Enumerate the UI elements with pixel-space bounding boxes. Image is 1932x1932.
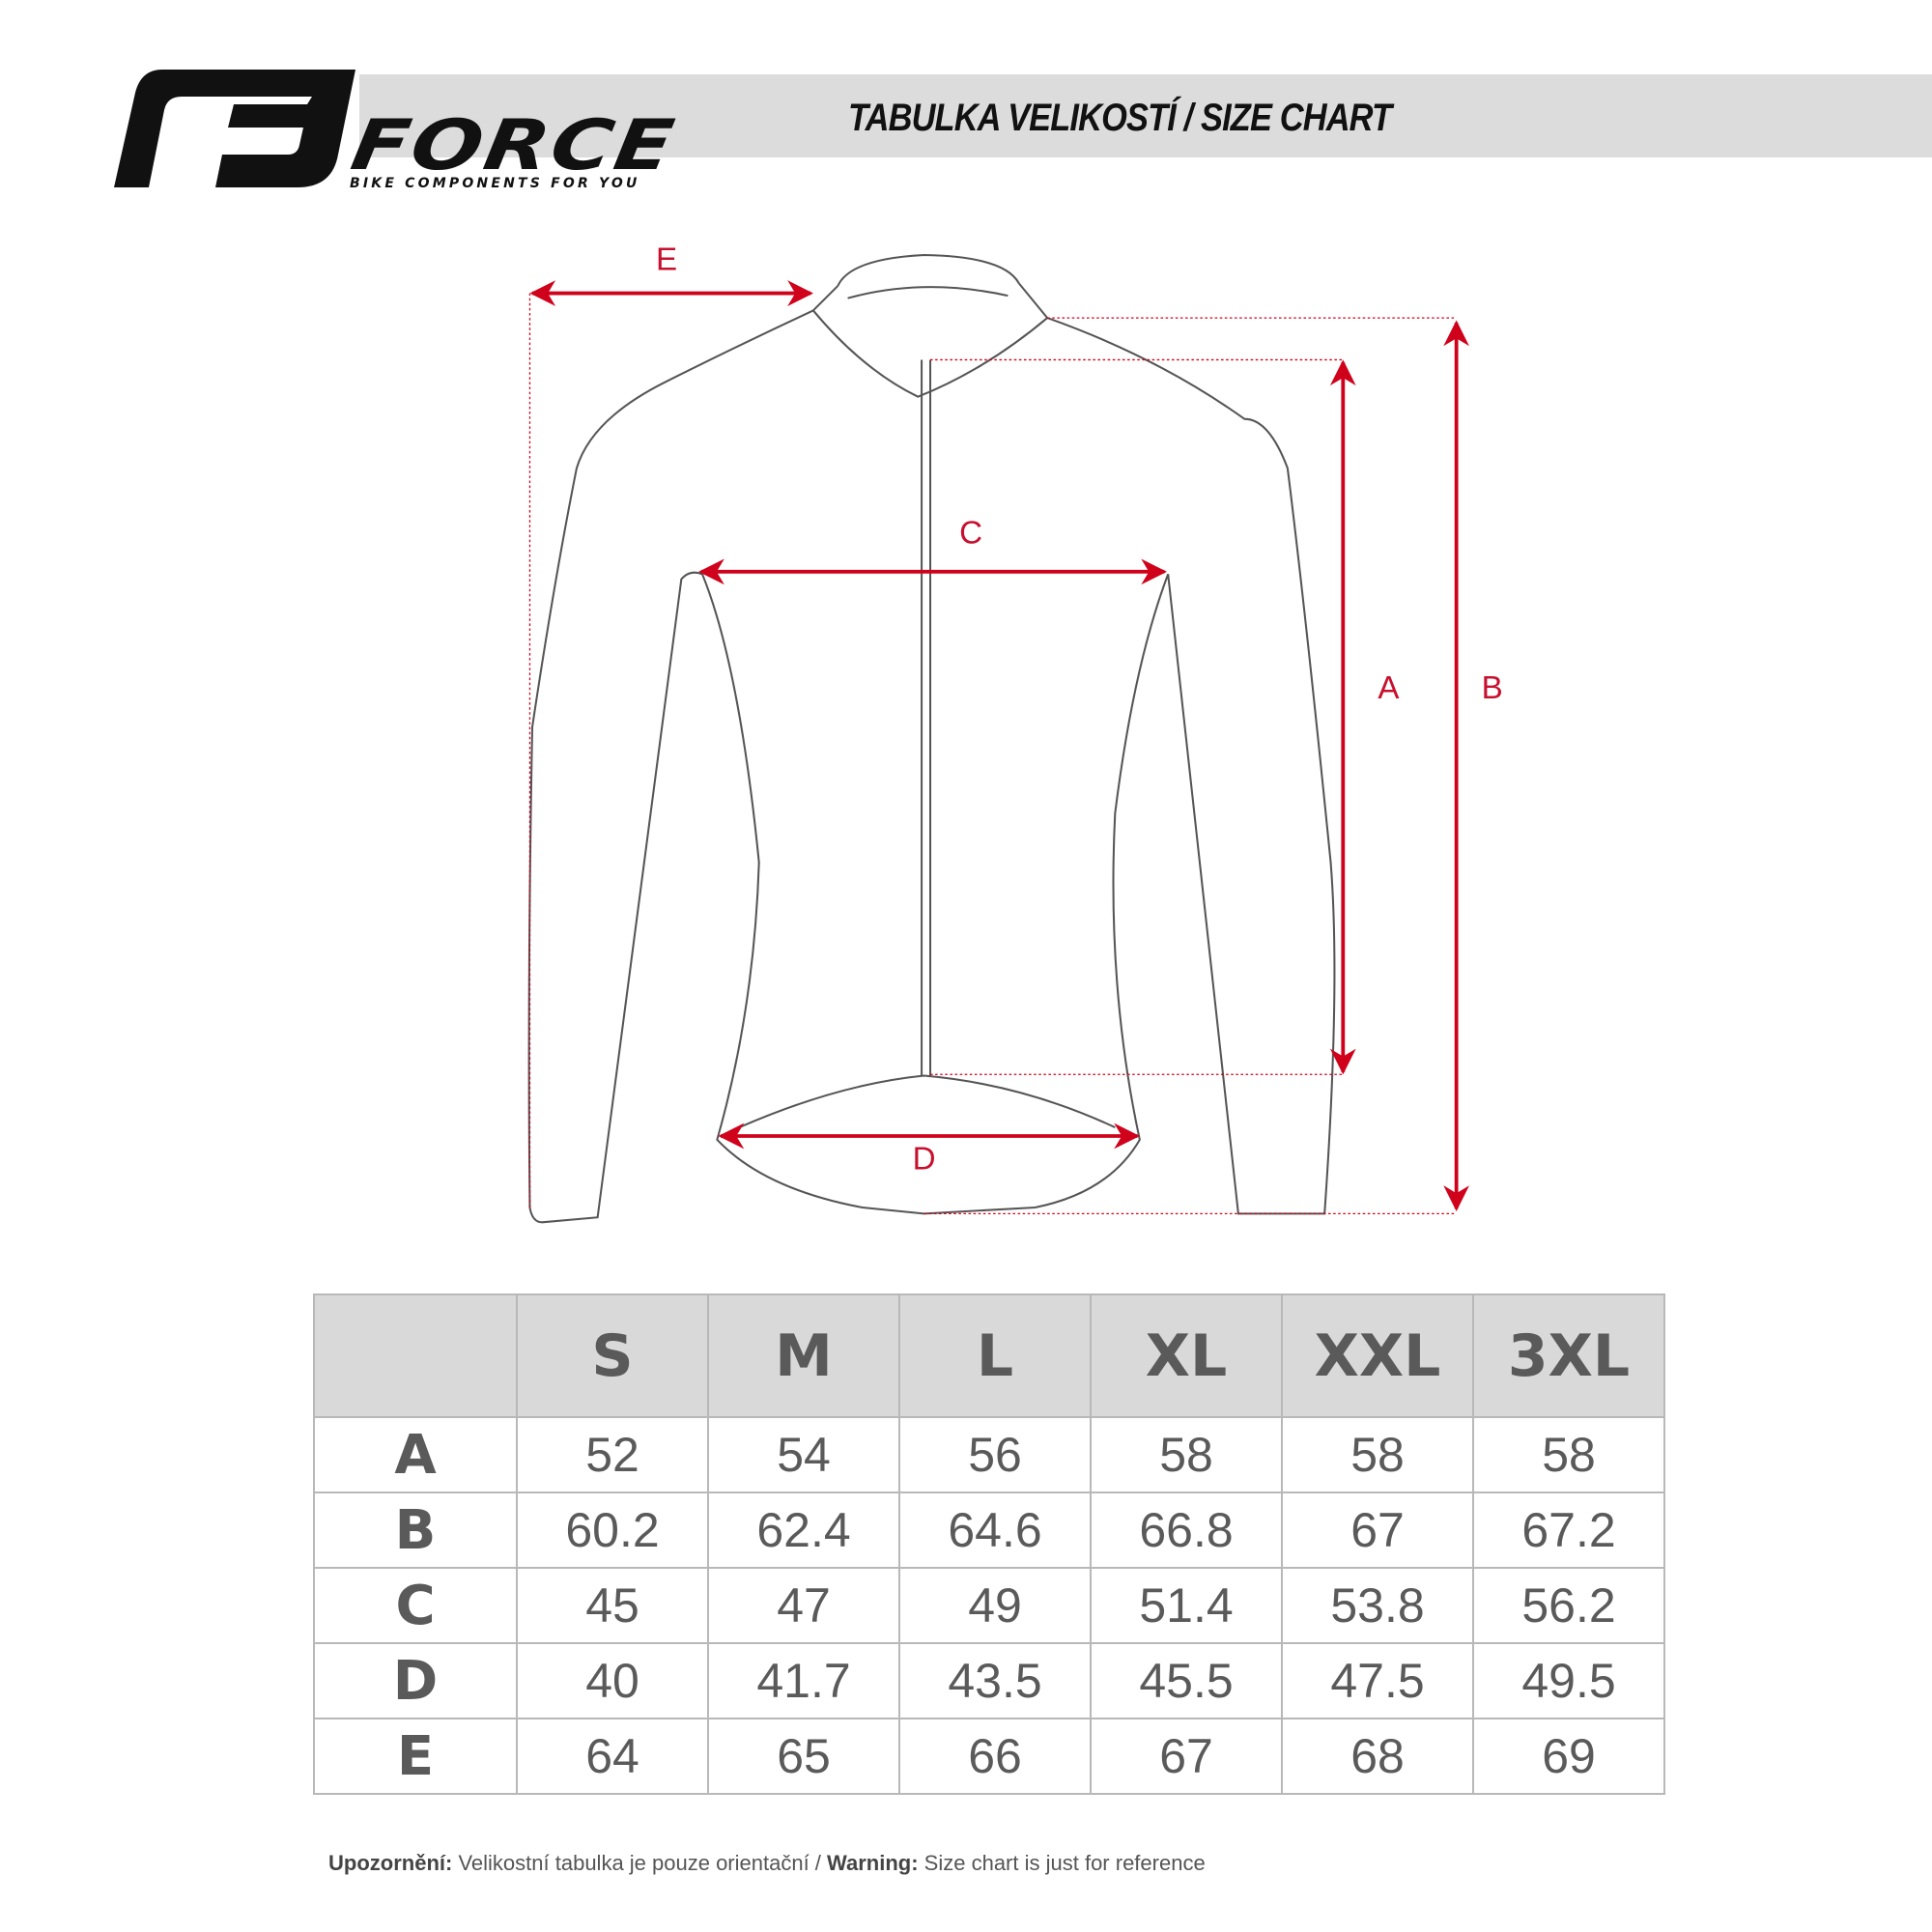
table-cell: 49.5 — [1472, 1642, 1665, 1719]
table-cell: 53.8 — [1281, 1567, 1474, 1644]
column-header: M — [707, 1293, 900, 1418]
table-row: E 64 65 66 67 68 69 — [313, 1718, 1665, 1795]
column-header: XL — [1090, 1293, 1283, 1418]
table-cell: 47.5 — [1281, 1642, 1474, 1719]
table-cell: 66 — [898, 1718, 1092, 1795]
table-cell: 68 — [1281, 1718, 1474, 1795]
table-cell: 56.2 — [1472, 1567, 1665, 1644]
size-table: S M L XL XXL 3XL A 52 54 56 58 58 58 B 60.2 62.4 6… — [313, 1293, 1665, 1795]
table-cell: 58 — [1090, 1416, 1283, 1493]
table-cell: 67 — [1281, 1492, 1474, 1569]
table-cell: 69 — [1472, 1718, 1665, 1795]
force-logo-icon — [114, 70, 355, 187]
row-label: A — [313, 1416, 518, 1493]
table-row: C 45 47 49 51.4 53.8 56.2 — [313, 1567, 1665, 1644]
label-c: C — [959, 516, 982, 552]
label-b: B — [1482, 670, 1503, 706]
table-row: D 40 41.7 43.5 45.5 47.5 49.5 — [313, 1642, 1665, 1719]
table-cell: 51.4 — [1090, 1567, 1283, 1644]
warning-cz-label: Upozornění: — [328, 1851, 453, 1875]
column-header: L — [898, 1293, 1092, 1418]
table-cell: 66.8 — [1090, 1492, 1283, 1569]
brand-tagline: BIKE COMPONENTS FOR YOU — [350, 176, 640, 191]
table-cell: 64 — [516, 1718, 709, 1795]
corner-cell — [313, 1293, 518, 1418]
warning-en-text: Size chart is just for reference — [923, 1851, 1206, 1875]
table-cell: 40 — [516, 1642, 709, 1719]
table-cell: 62.4 — [707, 1492, 900, 1569]
table-cell: 45 — [516, 1567, 709, 1644]
table-cell: 67.2 — [1472, 1492, 1665, 1569]
table-cell: 45.5 — [1090, 1642, 1283, 1719]
table-cell: 64.6 — [898, 1492, 1092, 1569]
table-cell: 43.5 — [898, 1642, 1092, 1719]
row-label: C — [313, 1567, 518, 1644]
table-cell: 58 — [1281, 1416, 1474, 1493]
table-row: B 60.2 62.4 64.6 66.8 67 67.2 — [313, 1492, 1665, 1569]
column-header: XXL — [1281, 1293, 1474, 1418]
label-e: E — [656, 242, 677, 277]
footer-warning: Upozornění: Velikostní tabulka je pouze … — [328, 1851, 1206, 1876]
table-header-row: S M L XL XXL 3XL — [313, 1293, 1665, 1418]
label-d: D — [913, 1141, 936, 1177]
table-cell: 52 — [516, 1416, 709, 1493]
table-cell: 41.7 — [707, 1642, 900, 1719]
table-row: A 52 54 56 58 58 58 — [313, 1416, 1665, 1493]
table-cell: 65 — [707, 1718, 900, 1795]
table-cell: 56 — [898, 1416, 1092, 1493]
table-cell: 47 — [707, 1567, 900, 1644]
table-cell: 49 — [898, 1567, 1092, 1644]
table-cell: 67 — [1090, 1718, 1283, 1795]
table-cell: 54 — [707, 1416, 900, 1493]
table-cell: 60.2 — [516, 1492, 709, 1569]
row-label: D — [313, 1642, 518, 1719]
header-band — [359, 74, 1932, 157]
table-cell: 58 — [1472, 1416, 1665, 1493]
measure-guides — [528, 280, 1470, 1215]
column-header: S — [516, 1293, 709, 1418]
jersey-outline — [527, 254, 1336, 1224]
row-label: B — [313, 1492, 518, 1569]
row-label: E — [313, 1718, 518, 1795]
column-header: 3XL — [1472, 1293, 1665, 1418]
page-title: TABULKA VELIKOSTÍ / SIZE CHART — [848, 97, 1392, 139]
label-a: A — [1378, 670, 1400, 706]
warning-cz-text: Velikostní tabulka je pouze orientační / — [458, 1851, 821, 1875]
warning-en-label: Warning: — [827, 1851, 919, 1875]
